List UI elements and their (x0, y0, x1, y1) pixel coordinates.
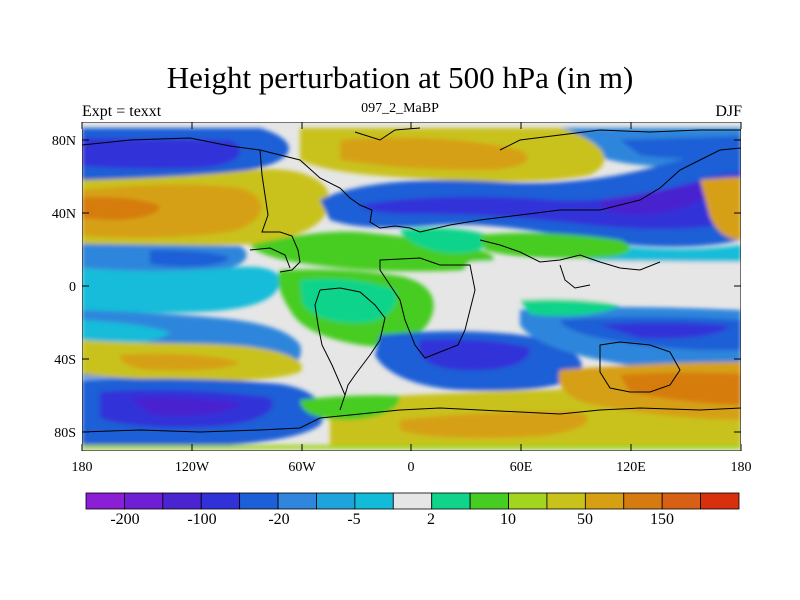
colorbar-swatch (623, 492, 663, 510)
north-america-outline (82, 137, 301, 273)
colorbar-swatch (124, 492, 164, 510)
contour-fields (82, 128, 741, 449)
y-axis (82, 139, 741, 433)
y-tick-label: 40N (52, 207, 76, 222)
colorbar-swatch (700, 492, 740, 510)
continent-outlines (82, 127, 741, 433)
colorbar-swatch (584, 492, 625, 510)
south-america-outline (319, 287, 386, 411)
colorbar-swatch (239, 492, 279, 510)
colorbar-swatch (508, 492, 548, 510)
colorbar (85, 492, 740, 510)
colorbar-swatch (162, 492, 202, 510)
africa-outline (379, 257, 476, 359)
colorbar-swatch (469, 492, 509, 510)
y-tick-label: 40S (54, 353, 76, 368)
colorbar-label: -100 (187, 511, 216, 528)
x-tick-label: 0 (408, 460, 415, 475)
x-axis (81, 122, 742, 451)
x-tick-label: 180 (731, 460, 752, 475)
colorbar-swatch (546, 492, 586, 510)
y-tick-label: 80S (54, 426, 76, 441)
x-tick-label: 120W (175, 460, 210, 475)
x-tick-label: 60E (510, 460, 533, 475)
x-tick-label: 180 (72, 460, 93, 475)
colorbar-label: 50 (577, 511, 593, 528)
y-tick-label: 80N (52, 134, 76, 149)
australia-outline (599, 341, 681, 393)
x-tick-label: 120E (616, 460, 646, 475)
colorbar-label: 2 (427, 511, 435, 528)
colorbar-label: 150 (650, 511, 674, 528)
season-label: DJF (715, 103, 742, 120)
y-tick-label: 0 (69, 280, 76, 295)
x-tick-label: 60W (288, 460, 316, 475)
chart-title: Height perturbation at 500 hPa (in m) (166, 60, 634, 95)
colorbar-label: -5 (347, 511, 360, 528)
colorbar-label: 10 (500, 511, 516, 528)
colorbar-swatch (200, 492, 241, 510)
colorbar-swatch (85, 492, 125, 510)
colorbar-swatch (392, 492, 433, 510)
colorbar-swatch (354, 492, 394, 510)
colorbar-label: -200 (110, 511, 139, 528)
experiment-label: Expt = texxt (82, 103, 162, 120)
x-tick-labels: 180 120W 60W 0 60E 120E 180 (72, 460, 752, 475)
colorbar-swatch (661, 492, 701, 510)
y-tick-labels: 80N 40N 0 40S 80S (52, 134, 76, 441)
colorbar-swatch (277, 492, 317, 510)
colorbar-labels: -200 -100 -20 -5 2 10 50 150 (110, 511, 674, 528)
map-plot-area (82, 122, 741, 451)
antarctica-outline (82, 407, 741, 433)
eurasia-outline (419, 147, 741, 233)
colorbar-label: -20 (268, 511, 289, 528)
run-id-label: 097_2_MaBP (361, 101, 439, 116)
colorbar-swatch (316, 492, 356, 510)
colorbar-swatch (431, 492, 471, 510)
